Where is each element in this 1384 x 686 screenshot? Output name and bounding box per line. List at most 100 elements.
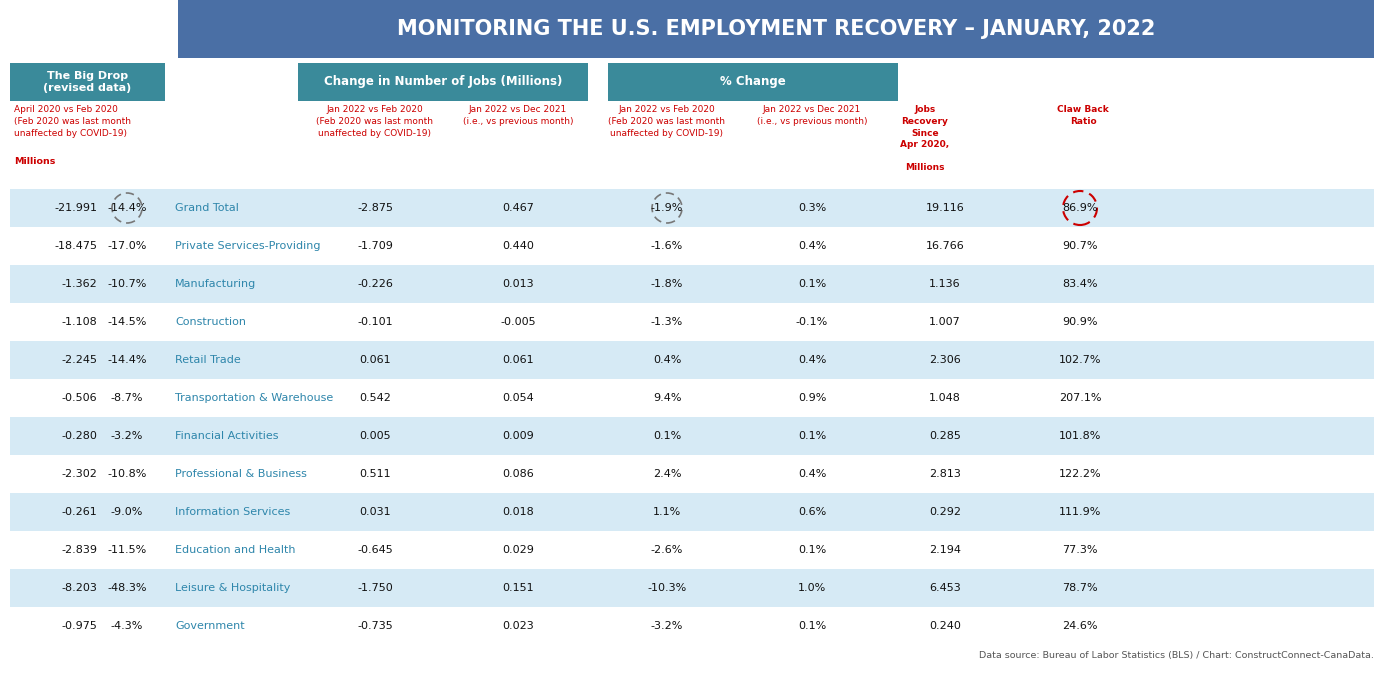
Text: -4.3%: -4.3% xyxy=(111,621,143,631)
Text: 1.007: 1.007 xyxy=(929,317,960,327)
Text: Transportation & Warehouse: Transportation & Warehouse xyxy=(174,393,334,403)
Text: 2.4%: 2.4% xyxy=(653,469,681,479)
Text: 0.061: 0.061 xyxy=(502,355,534,365)
FancyBboxPatch shape xyxy=(608,63,898,101)
Text: -0.101: -0.101 xyxy=(357,317,393,327)
Text: 0.1%: 0.1% xyxy=(797,279,826,289)
FancyBboxPatch shape xyxy=(10,379,1374,417)
Text: -0.975: -0.975 xyxy=(61,621,97,631)
Text: -1.362: -1.362 xyxy=(61,279,97,289)
Text: 0.9%: 0.9% xyxy=(797,393,826,403)
Text: 0.285: 0.285 xyxy=(929,431,960,441)
Text: 0.292: 0.292 xyxy=(929,507,960,517)
Text: -10.7%: -10.7% xyxy=(108,279,147,289)
Text: 24.6%: 24.6% xyxy=(1063,621,1098,631)
Text: -10.8%: -10.8% xyxy=(108,469,147,479)
Text: -14.4%: -14.4% xyxy=(107,203,147,213)
Text: -3.2%: -3.2% xyxy=(111,431,143,441)
Text: -0.280: -0.280 xyxy=(61,431,97,441)
Text: -0.261: -0.261 xyxy=(61,507,97,517)
Text: -48.3%: -48.3% xyxy=(107,583,147,593)
Text: -9.0%: -9.0% xyxy=(111,507,143,517)
FancyBboxPatch shape xyxy=(10,341,1374,379)
Text: -1.3%: -1.3% xyxy=(650,317,684,327)
Text: 1.136: 1.136 xyxy=(929,279,960,289)
Text: 0.029: 0.029 xyxy=(502,545,534,555)
Text: The Big Drop
(revised data): The Big Drop (revised data) xyxy=(43,71,131,93)
Text: -14.4%: -14.4% xyxy=(107,355,147,365)
Text: 0.4%: 0.4% xyxy=(653,355,681,365)
Text: 0.1%: 0.1% xyxy=(797,545,826,555)
Text: MONITORING THE U.S. EMPLOYMENT RECOVERY – JANUARY, 2022: MONITORING THE U.S. EMPLOYMENT RECOVERY … xyxy=(397,19,1156,39)
Text: 102.7%: 102.7% xyxy=(1059,355,1102,365)
Text: Claw Back
Ratio: Claw Back Ratio xyxy=(1057,105,1109,126)
Text: -14.5%: -14.5% xyxy=(108,317,147,327)
Text: 1.048: 1.048 xyxy=(929,393,960,403)
Text: -11.5%: -11.5% xyxy=(108,545,147,555)
Text: 0.005: 0.005 xyxy=(360,431,390,441)
Text: -0.005: -0.005 xyxy=(500,317,536,327)
Text: 1.1%: 1.1% xyxy=(653,507,681,517)
Text: 78.7%: 78.7% xyxy=(1062,583,1098,593)
FancyBboxPatch shape xyxy=(10,455,1374,493)
Text: Grand Total: Grand Total xyxy=(174,203,239,213)
Text: 0.151: 0.151 xyxy=(502,583,534,593)
Text: Leisure & Hospitality: Leisure & Hospitality xyxy=(174,583,291,593)
Text: 77.3%: 77.3% xyxy=(1063,545,1098,555)
Text: -3.2%: -3.2% xyxy=(650,621,684,631)
Text: Manufacturing: Manufacturing xyxy=(174,279,256,289)
Text: Jan 2022 vs Dec 2021
(i.e., vs previous month): Jan 2022 vs Dec 2021 (i.e., vs previous … xyxy=(757,105,868,126)
Text: 2.194: 2.194 xyxy=(929,545,960,555)
Text: 0.031: 0.031 xyxy=(360,507,390,517)
Text: Jan 2022 vs Feb 2020
(Feb 2020 was last month
unaffected by COVID-19): Jan 2022 vs Feb 2020 (Feb 2020 was last … xyxy=(609,105,725,138)
Text: 0.023: 0.023 xyxy=(502,621,534,631)
Text: -0.645: -0.645 xyxy=(357,545,393,555)
Text: 83.4%: 83.4% xyxy=(1063,279,1098,289)
Text: -18.475: -18.475 xyxy=(54,241,97,251)
Text: 0.009: 0.009 xyxy=(502,431,534,441)
Text: 122.2%: 122.2% xyxy=(1059,469,1102,479)
Text: Retail Trade: Retail Trade xyxy=(174,355,241,365)
Text: -8.203: -8.203 xyxy=(61,583,97,593)
Text: -17.0%: -17.0% xyxy=(108,241,147,251)
Text: Construction: Construction xyxy=(174,317,246,327)
Text: -2.839: -2.839 xyxy=(61,545,97,555)
Text: 0.511: 0.511 xyxy=(360,469,390,479)
Text: Jan 2022 vs Feb 2020
(Feb 2020 was last month
unaffected by COVID-19): Jan 2022 vs Feb 2020 (Feb 2020 was last … xyxy=(317,105,433,138)
FancyBboxPatch shape xyxy=(10,417,1374,455)
Text: -1.108: -1.108 xyxy=(61,317,97,327)
Text: 0.440: 0.440 xyxy=(502,241,534,251)
Text: 2.813: 2.813 xyxy=(929,469,960,479)
FancyBboxPatch shape xyxy=(10,63,165,101)
Text: -1.750: -1.750 xyxy=(357,583,393,593)
Text: 0.3%: 0.3% xyxy=(797,203,826,213)
Text: Jobs
Recovery
Since
Apr 2020,: Jobs Recovery Since Apr 2020, xyxy=(901,105,949,150)
Text: 0.4%: 0.4% xyxy=(797,355,826,365)
Text: Millions: Millions xyxy=(14,157,55,166)
FancyBboxPatch shape xyxy=(10,569,1374,607)
Text: 101.8%: 101.8% xyxy=(1059,431,1102,441)
Text: 6.453: 6.453 xyxy=(929,583,960,593)
Text: 0.1%: 0.1% xyxy=(797,621,826,631)
Text: 90.9%: 90.9% xyxy=(1063,317,1098,327)
Text: Private Services-Providing: Private Services-Providing xyxy=(174,241,321,251)
Text: 0.061: 0.061 xyxy=(360,355,390,365)
Text: 207.1%: 207.1% xyxy=(1059,393,1102,403)
Text: 86.9%: 86.9% xyxy=(1063,203,1098,213)
Text: -0.506: -0.506 xyxy=(61,393,97,403)
Text: 16.766: 16.766 xyxy=(926,241,965,251)
Text: April 2020 vs Feb 2020
(Feb 2020 was last month
unaffected by COVID-19): April 2020 vs Feb 2020 (Feb 2020 was las… xyxy=(14,105,131,138)
FancyBboxPatch shape xyxy=(10,189,1374,227)
Text: -0.226: -0.226 xyxy=(357,279,393,289)
FancyBboxPatch shape xyxy=(10,265,1374,303)
Text: Education and Health: Education and Health xyxy=(174,545,296,555)
FancyBboxPatch shape xyxy=(10,303,1374,341)
Text: -0.1%: -0.1% xyxy=(796,317,828,327)
Text: Professional & Business: Professional & Business xyxy=(174,469,307,479)
Text: -1.6%: -1.6% xyxy=(650,241,684,251)
Text: 0.542: 0.542 xyxy=(358,393,390,403)
Text: Jan 2022 vs Dec 2021
(i.e., vs previous month): Jan 2022 vs Dec 2021 (i.e., vs previous … xyxy=(462,105,573,126)
Text: 0.086: 0.086 xyxy=(502,469,534,479)
Text: 19.116: 19.116 xyxy=(926,203,965,213)
Text: -8.7%: -8.7% xyxy=(111,393,144,403)
